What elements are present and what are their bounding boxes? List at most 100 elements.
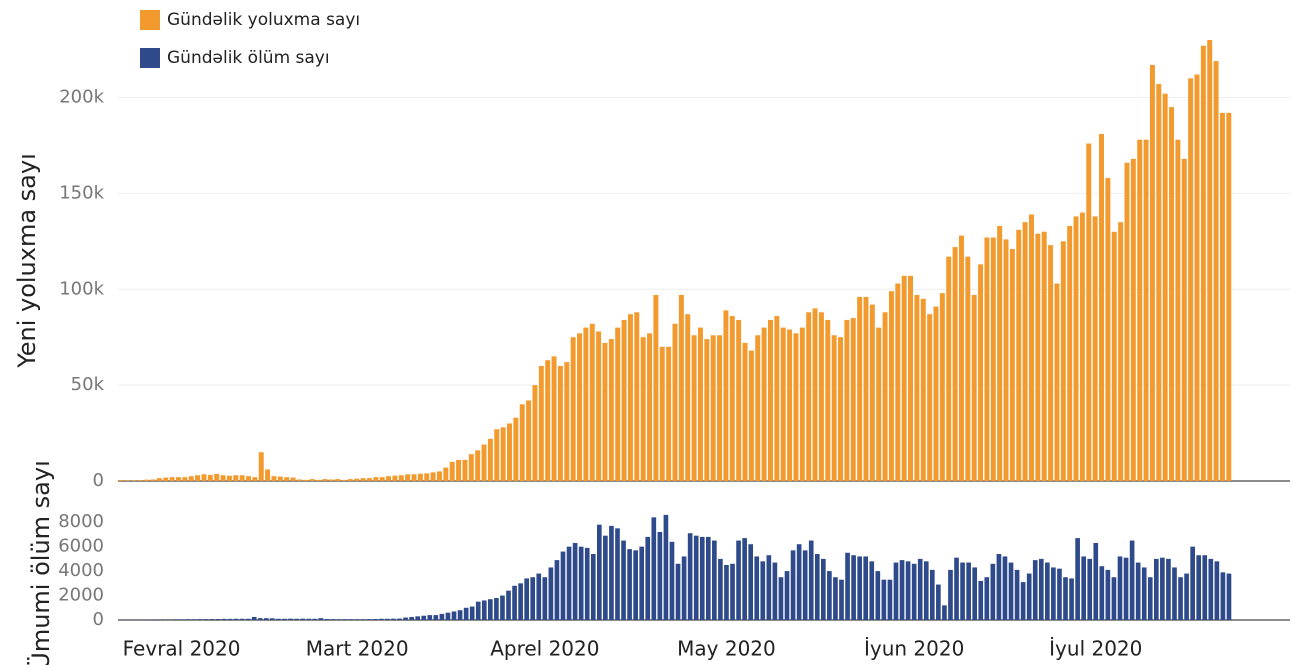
bar bbox=[724, 565, 729, 620]
bar bbox=[929, 569, 935, 620]
bar bbox=[1200, 45, 1206, 482]
bar bbox=[163, 477, 169, 481]
bar bbox=[1079, 212, 1085, 481]
bar bbox=[372, 619, 378, 620]
bar bbox=[639, 546, 645, 620]
bar bbox=[513, 417, 519, 481]
bar bbox=[802, 550, 808, 620]
bar bbox=[572, 543, 578, 620]
bar bbox=[557, 365, 563, 481]
bar bbox=[821, 558, 826, 620]
bar bbox=[627, 549, 632, 620]
bar bbox=[1130, 158, 1136, 481]
bar bbox=[545, 360, 551, 481]
bar bbox=[1026, 573, 1032, 620]
bar bbox=[657, 532, 663, 620]
bar bbox=[1067, 225, 1073, 481]
bar bbox=[1137, 139, 1143, 481]
bar bbox=[589, 323, 595, 481]
bar bbox=[1003, 239, 1009, 481]
bar bbox=[583, 327, 589, 481]
bar bbox=[443, 467, 449, 481]
bar bbox=[265, 469, 271, 481]
bar bbox=[863, 556, 869, 620]
bar bbox=[1081, 556, 1086, 620]
bar bbox=[754, 556, 760, 620]
bar bbox=[1214, 561, 1220, 620]
bar bbox=[360, 619, 366, 620]
bar bbox=[584, 547, 590, 620]
bar bbox=[882, 312, 888, 481]
bar bbox=[1143, 139, 1149, 481]
bar bbox=[1093, 543, 1099, 620]
bar bbox=[360, 478, 366, 481]
x-tick-label: İyun 2020 bbox=[864, 637, 964, 661]
bar bbox=[226, 475, 232, 481]
bar bbox=[990, 563, 996, 620]
bar bbox=[768, 319, 773, 481]
bar bbox=[282, 618, 287, 620]
bar bbox=[233, 618, 239, 620]
bar bbox=[391, 618, 396, 620]
bar bbox=[330, 619, 336, 620]
bar bbox=[833, 577, 838, 620]
bar bbox=[1166, 558, 1171, 620]
bar bbox=[335, 479, 341, 481]
bar bbox=[748, 544, 754, 620]
bar bbox=[609, 525, 614, 620]
bar bbox=[481, 444, 487, 481]
bar bbox=[398, 475, 404, 481]
bar bbox=[538, 365, 544, 481]
bar bbox=[475, 601, 481, 620]
bar bbox=[324, 619, 330, 620]
bar bbox=[718, 558, 723, 620]
bar bbox=[530, 577, 536, 620]
bar bbox=[965, 256, 971, 481]
bar bbox=[1060, 241, 1066, 481]
bar bbox=[1196, 555, 1202, 620]
bar bbox=[366, 619, 372, 620]
bar bbox=[647, 333, 653, 481]
bar bbox=[342, 619, 348, 620]
bar bbox=[439, 613, 445, 620]
bar bbox=[952, 247, 958, 481]
y-tick-label: 150k bbox=[59, 182, 104, 203]
bar bbox=[712, 540, 717, 620]
bar bbox=[590, 554, 596, 620]
bar bbox=[548, 567, 554, 620]
bar bbox=[1156, 84, 1162, 481]
bar bbox=[239, 618, 245, 620]
bar bbox=[392, 475, 398, 481]
bar bbox=[1129, 540, 1135, 620]
bar bbox=[1048, 245, 1054, 481]
y-tick-label: 2000 bbox=[58, 585, 104, 606]
bar bbox=[271, 476, 277, 481]
legend-swatch bbox=[140, 10, 160, 30]
bar bbox=[766, 555, 772, 620]
bar bbox=[685, 314, 691, 481]
bar bbox=[481, 600, 487, 620]
bar bbox=[1032, 560, 1038, 620]
bar bbox=[997, 225, 1003, 481]
bar bbox=[475, 450, 481, 481]
bar bbox=[245, 618, 251, 620]
bar bbox=[1169, 107, 1175, 481]
bar bbox=[729, 316, 735, 481]
bar bbox=[288, 618, 293, 620]
bar bbox=[936, 584, 941, 620]
bar bbox=[793, 333, 799, 481]
bar bbox=[328, 479, 334, 481]
bar bbox=[908, 275, 914, 481]
bar bbox=[354, 478, 360, 481]
bar bbox=[927, 314, 933, 481]
bar bbox=[195, 475, 201, 481]
bar bbox=[277, 476, 283, 481]
bar bbox=[923, 561, 929, 620]
bar bbox=[778, 577, 784, 620]
bar bbox=[306, 618, 312, 620]
bar bbox=[678, 295, 684, 481]
bar bbox=[796, 544, 802, 620]
bar bbox=[290, 477, 296, 481]
bar bbox=[1051, 567, 1056, 620]
